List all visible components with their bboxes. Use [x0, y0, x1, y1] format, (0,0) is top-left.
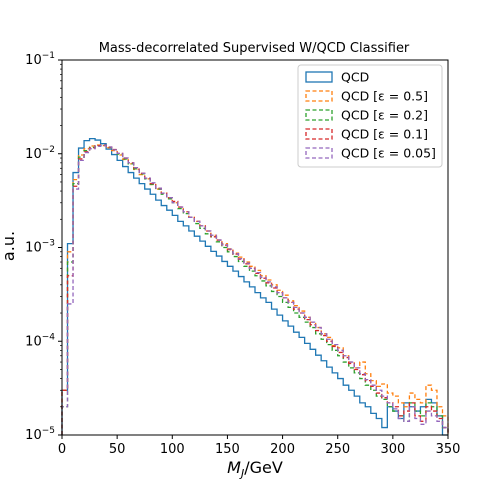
legend-swatch-4 [305, 147, 333, 159]
legend-swatch-3 [305, 128, 333, 140]
x-tick-label-2: 100 [160, 442, 185, 457]
series-line-0 [61, 137, 448, 436]
legend-swatch-2 [305, 109, 333, 121]
x-tick-label-3: 150 [215, 442, 240, 457]
x-axis-label: MJ/GeV [227, 458, 283, 480]
legend-label-0: QCD [341, 70, 369, 85]
legend-label-4: QCD [ε = 0.05] [341, 146, 436, 161]
x-tick-label-1: 50 [109, 442, 126, 457]
legend-label-2: QCD [ε = 0.2] [341, 108, 428, 123]
legend-swatch-1 [305, 90, 333, 102]
legend-label-3: QCD [ε = 0.1] [341, 127, 428, 142]
legend: QCD QCD [ε = 0.5] QCD [ε = 0.2] QCD [ε = 0.… [297, 64, 443, 168]
legend-box [297, 64, 443, 168]
chart-title: Mass-decorrelated Supervised W/QCD Class… [99, 41, 410, 56]
x-tick-label-4: 200 [270, 442, 295, 457]
legend-swatch-0 [305, 71, 333, 83]
series-layer [61, 137, 449, 436]
series-line-2 [61, 145, 449, 435]
x-axis-ticks: 0 50 100 150 200 250 300 350 [58, 435, 461, 457]
x-tick-label-6: 300 [380, 442, 405, 457]
series-line-4 [61, 145, 449, 435]
x-tick-label-7: 350 [436, 442, 461, 457]
legend-label-1: QCD [ε = 0.5] [341, 89, 428, 104]
x-tick-label-0: 0 [58, 442, 66, 457]
y-axis-label: a.u. [0, 231, 18, 261]
x-tick-label-5: 250 [325, 442, 350, 457]
